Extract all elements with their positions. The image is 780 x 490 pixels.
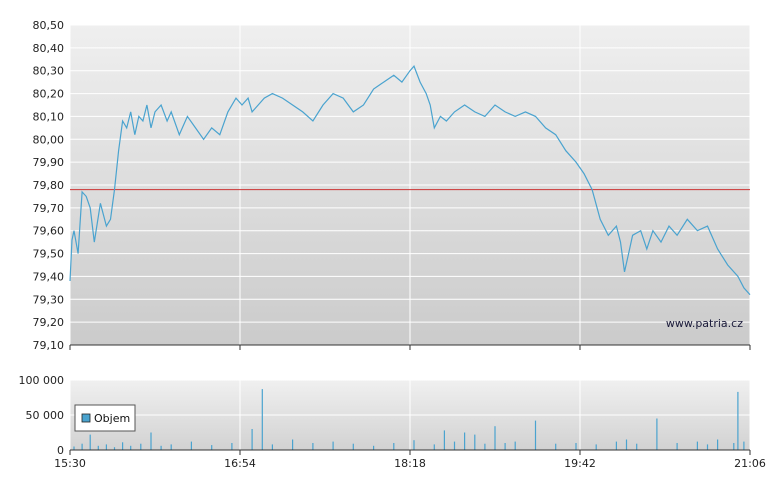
volume-bars (73, 389, 745, 450)
price-y-tick-label: 80,30 (33, 65, 65, 78)
price-y-tick-label: 80,00 (33, 133, 65, 146)
volume-bar (373, 445, 375, 450)
volume-bar (231, 443, 233, 450)
volume-bar (433, 444, 435, 450)
volume-y-tick-label: 100 000 (19, 374, 65, 387)
volume-bar (97, 445, 99, 450)
volume-y-tick-label: 0 (57, 444, 64, 457)
x-tick-label: 16:54 (224, 457, 256, 470)
volume-bar (534, 420, 537, 450)
volume-bar (413, 440, 415, 450)
volume-bar (625, 439, 628, 450)
volume-bar (105, 444, 107, 450)
legend-label: Objem (94, 412, 130, 425)
volume-bar (733, 443, 735, 450)
volume-bar (717, 439, 719, 450)
volume-bar (453, 441, 456, 450)
volume-bar (130, 445, 132, 450)
volume-bar (190, 441, 192, 450)
legend: Objem (74, 404, 136, 432)
volume-bar (464, 432, 466, 450)
volume-bar (484, 443, 486, 450)
volume-bar (393, 443, 395, 450)
volume-bar (352, 443, 354, 450)
volume-bar (140, 443, 142, 450)
volume-y-tick-label: 50 000 (26, 409, 65, 422)
price-y-tick-label: 79,80 (33, 179, 65, 192)
volume-bar (514, 441, 516, 450)
legend-swatch (81, 413, 91, 423)
price-y-tick-label: 79,60 (33, 225, 65, 238)
volume-bar (743, 441, 745, 450)
volume-y-axis: 100 000 50 000 0 (19, 374, 65, 457)
volume-bar (443, 430, 445, 450)
x-tick-label: 21:06 (734, 457, 766, 470)
price-y-tick-label: 80,10 (33, 110, 65, 123)
volume-bar (615, 441, 617, 450)
volume-bar (656, 418, 658, 450)
price-y-tick-label: 80,50 (33, 19, 65, 32)
volume-bar (170, 444, 172, 450)
volume-bar (706, 444, 709, 450)
x-tick-label: 15:30 (54, 457, 86, 470)
price-y-tick-label: 79,50 (33, 248, 65, 261)
price-y-tick-label: 79,40 (33, 270, 65, 283)
price-line (69, 64, 751, 296)
price-y-tick-label: 79,10 (33, 339, 65, 352)
volume-bar (113, 447, 116, 450)
volume-bar (504, 443, 506, 450)
volume-bar (73, 446, 75, 450)
volume-bar (89, 434, 91, 450)
price-y-tick-label: 79,90 (33, 156, 65, 169)
watermark: www.patria.cz (666, 317, 743, 330)
volume-bar (676, 443, 678, 450)
volume-bar (160, 445, 162, 450)
volume-bar (595, 444, 597, 450)
price-y-tick-label: 79,70 (33, 202, 65, 215)
volume-bar (122, 442, 124, 450)
volume-bar (696, 441, 698, 450)
volume-bar (494, 426, 496, 450)
x-axis: 15:30 16:54 18:18 19:42 21:06 (54, 344, 766, 470)
volume-bar (150, 432, 152, 450)
volume-bar (332, 441, 334, 450)
volume-bar (271, 444, 273, 450)
volume-bar (261, 389, 263, 450)
price-y-tick-label: 80,40 (33, 42, 65, 55)
price-y-tick-label: 79,30 (33, 293, 65, 306)
x-tick-label: 19:42 (564, 457, 596, 470)
price-y-axis: 80,50 80,40 80,30 80,20 80,10 80,00 79,90 79,80… (33, 19, 65, 352)
volume-bar (312, 443, 314, 450)
price-y-tick-label: 80,20 (33, 88, 65, 101)
volume-bar (575, 443, 577, 450)
volume-bar (555, 443, 557, 450)
volume-bar (636, 443, 638, 450)
price-y-tick-label: 79,20 (33, 316, 65, 329)
volume-bar (292, 439, 294, 450)
volume-bar (737, 391, 739, 450)
volume-bar (81, 443, 83, 450)
x-tick-label: 18:18 (394, 457, 426, 470)
volume-bar (211, 445, 213, 450)
volume-bar (474, 434, 476, 450)
volume-bar (251, 429, 253, 450)
